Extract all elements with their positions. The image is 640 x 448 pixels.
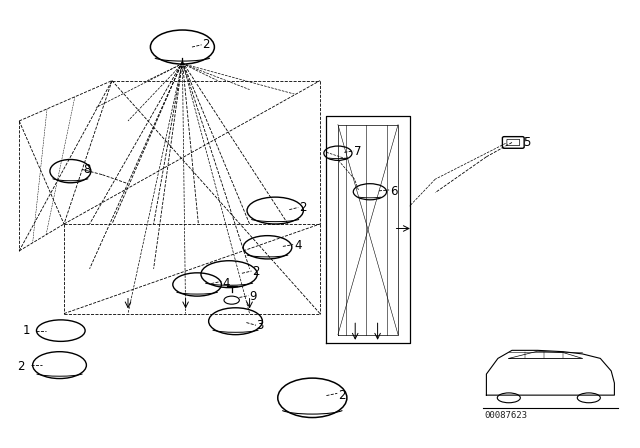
Text: 4: 4 <box>222 276 230 290</box>
Text: 6: 6 <box>390 185 397 198</box>
Text: 2: 2 <box>17 359 25 373</box>
Text: 2: 2 <box>202 38 210 52</box>
Text: 3: 3 <box>257 319 264 332</box>
Text: 2: 2 <box>338 388 346 402</box>
Text: 1: 1 <box>22 324 30 337</box>
Text: 9: 9 <box>250 290 257 303</box>
Text: 7: 7 <box>354 145 362 158</box>
Text: 2: 2 <box>299 201 307 215</box>
Text: 00087623: 00087623 <box>484 411 527 420</box>
Text: 8: 8 <box>83 163 91 176</box>
Text: 5: 5 <box>524 136 531 150</box>
Text: 2: 2 <box>252 264 260 278</box>
Text: 4: 4 <box>294 239 302 252</box>
